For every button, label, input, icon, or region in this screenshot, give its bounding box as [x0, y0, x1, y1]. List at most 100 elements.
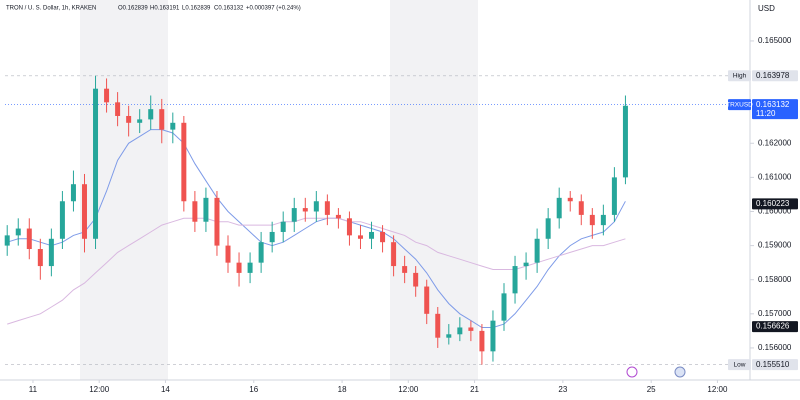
legend-ohlc: C0.163132	[214, 6, 244, 12]
session-shade	[390, 0, 478, 380]
candle-body	[402, 266, 408, 273]
candle-body	[93, 88, 99, 239]
candle-body	[192, 201, 198, 222]
candle-body	[15, 228, 21, 236]
legend-change: +0.000397 (+0.24%)	[246, 6, 301, 12]
price-tag-name: TRXUSD	[726, 101, 753, 108]
y-tick-label: 0.165000	[758, 36, 792, 45]
candle-body	[556, 197, 562, 219]
candle-body	[324, 201, 330, 215]
candle-body	[369, 231, 375, 239]
price-tag-name: High	[733, 73, 747, 80]
candle-body	[413, 272, 419, 287]
candle-body	[567, 197, 573, 202]
price-tag-name: Low	[734, 361, 746, 368]
price-tag-value: 0.155510	[756, 360, 790, 369]
candle-body	[600, 214, 606, 226]
candle-body	[170, 122, 176, 130]
candle-body	[126, 115, 132, 123]
y-tick-label: 0.162000	[758, 138, 792, 147]
candle-body	[181, 122, 187, 202]
y-tick-label: 0.160000	[758, 207, 792, 216]
x-tick-label: 12:00	[398, 385, 419, 394]
candle-body	[81, 184, 87, 239]
candle-body	[468, 327, 474, 331]
x-tick-label: 25	[647, 385, 656, 394]
candle-body	[534, 238, 540, 263]
candle-body	[258, 242, 264, 263]
candle-body	[59, 201, 65, 239]
candle-body	[137, 119, 143, 123]
x-tick-label: 23	[558, 385, 567, 394]
price-tag-value: 0.163132	[756, 100, 790, 109]
candle-body	[501, 293, 507, 321]
price-tag	[752, 70, 798, 82]
candle-body	[159, 109, 165, 130]
candle-body	[589, 214, 595, 226]
x-tick-label: 11	[29, 385, 38, 394]
candle-body	[545, 218, 551, 239]
candle-body	[37, 249, 43, 267]
price-tag-name-bg	[728, 359, 751, 371]
candle-body	[446, 334, 452, 338]
axis-unit: USD	[758, 4, 775, 13]
candle-body	[280, 221, 286, 232]
candle-body	[203, 197, 209, 222]
candle-body	[4, 235, 10, 246]
candle-body	[622, 105, 628, 178]
candle-body	[512, 266, 518, 294]
candle-body	[313, 201, 319, 212]
candle-body	[479, 330, 485, 352]
x-tick-label: 14	[161, 385, 170, 394]
price-tag-value: 0.163978	[756, 71, 790, 80]
price-tag	[752, 359, 798, 371]
legend-symbol: TRON / U. S. Dollar, 1h, KRAKEN	[6, 6, 96, 12]
x-tick-label: 18	[338, 385, 347, 394]
candle-body	[115, 102, 121, 116]
candle-body	[435, 313, 441, 338]
x-tick-label: 21	[470, 385, 479, 394]
candle-body	[490, 320, 496, 352]
candle-body	[457, 327, 463, 335]
price-tag-name-bg	[728, 99, 751, 111]
price-tag-value: 0.160223	[756, 199, 790, 208]
candle-body	[148, 109, 154, 120]
legend-ohlc: L0.162839	[182, 6, 211, 12]
candle-body	[611, 177, 617, 215]
candle-body	[523, 262, 529, 267]
candle-body	[236, 262, 242, 273]
y-tick-label: 0.159000	[758, 241, 792, 250]
candle-body	[424, 286, 430, 314]
candle-body	[26, 228, 32, 250]
candle-body	[380, 231, 386, 243]
price-tag-time: 11:20	[756, 109, 776, 118]
candle-body	[48, 238, 54, 267]
candle-body	[214, 197, 220, 246]
candle-body	[391, 242, 397, 267]
y-tick-label: 0.156000	[758, 343, 792, 352]
y-tick-label: 0.158000	[758, 275, 792, 284]
candle-body	[291, 208, 297, 222]
candle-body	[247, 262, 253, 273]
candle-body	[269, 231, 275, 243]
legend-ohlc: H0.163191	[150, 6, 180, 12]
x-tick-label: 12:00	[707, 385, 728, 394]
candle-body	[225, 245, 231, 263]
legend-ohlc: O0.162839	[118, 6, 148, 12]
y-tick-label: 0.161000	[758, 172, 792, 181]
candle-body	[346, 218, 352, 236]
y-tick-label: 0.157000	[758, 309, 792, 318]
price-tag-name-bg	[728, 70, 751, 82]
candle-body	[70, 184, 76, 202]
candle-body	[335, 214, 341, 219]
price-tag-value: 0.156626	[756, 322, 790, 331]
event-icon[interactable]	[674, 366, 686, 378]
price-tag	[752, 321, 798, 333]
x-tick-label: 12:00	[89, 385, 110, 394]
x-tick-label: 16	[249, 385, 258, 394]
candle-body	[578, 201, 584, 215]
price-tag	[752, 198, 798, 210]
event-icon[interactable]	[626, 366, 638, 378]
candle-body	[357, 235, 363, 239]
